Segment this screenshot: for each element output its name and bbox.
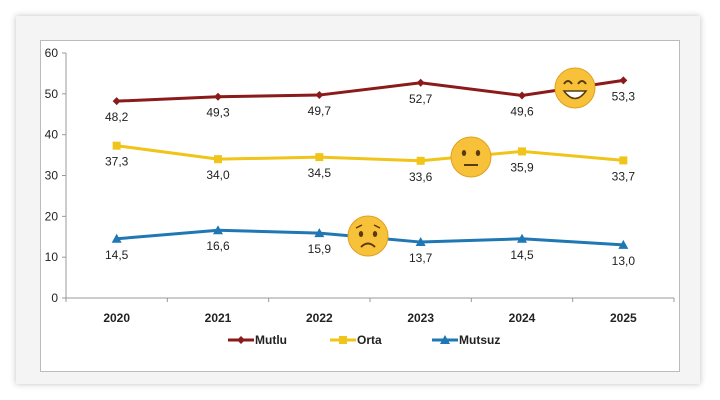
legend-marker: [440, 335, 450, 344]
emoji-eye: [358, 231, 364, 237]
data-point: [214, 155, 222, 164]
data-point: [416, 156, 425, 165]
data-point: [619, 156, 628, 165]
x-tick-label: 2021: [205, 311, 232, 325]
data-label: 33,6: [409, 170, 433, 184]
data-point: [315, 91, 324, 100]
legend-marker: [339, 336, 347, 344]
data-point: [213, 225, 223, 235]
x-tick-label: 2025: [610, 311, 637, 325]
y-tick-label: 30: [45, 169, 59, 183]
y-tick-label: 50: [45, 87, 59, 101]
emoji-eye: [461, 150, 467, 156]
data-point: [618, 239, 629, 249]
data-label: 34,0: [206, 168, 230, 182]
data-point: [518, 147, 526, 156]
data-point: [315, 153, 324, 162]
legend-label: Mutsuz: [459, 333, 500, 347]
legend-label: Mutlu: [255, 333, 287, 347]
emoji-mouth: [562, 90, 588, 100]
y-tick-label: 40: [45, 128, 59, 142]
x-tick-label: 2020: [103, 311, 130, 325]
x-tick-label: 2024: [509, 311, 536, 325]
data-label: 49,6: [510, 104, 534, 118]
data-point: [112, 97, 121, 106]
data-label: 16,6: [206, 239, 230, 253]
series-line: [116, 78, 624, 103]
data-label: 49,3: [206, 106, 230, 120]
data-point: [518, 91, 526, 100]
data-label: 14,5: [105, 248, 129, 262]
y-tick-label: 0: [51, 291, 58, 305]
laughing-face-icon: [554, 67, 596, 109]
emoji-face: [347, 215, 389, 257]
sad-face-icon: [347, 215, 389, 257]
data-label: 15,9: [308, 242, 332, 256]
data-point: [112, 141, 121, 150]
data-point: [517, 233, 527, 243]
data-label: 35,9: [510, 160, 534, 174]
data-label: 13,7: [409, 251, 433, 265]
y-tick-label: 60: [45, 46, 59, 60]
legend-label: Orta: [357, 333, 382, 347]
data-point: [416, 78, 425, 87]
emoji-eye: [372, 231, 378, 237]
legend-item-mutlu: Mutlu: [228, 333, 287, 347]
series-mutlu: [112, 76, 628, 106]
data-point: [619, 76, 628, 85]
series-orta: [112, 141, 628, 165]
emoji-eye: [475, 150, 481, 156]
emoji-face: [554, 67, 596, 109]
data-label: 52,7: [409, 92, 433, 106]
emoji-face: [450, 136, 492, 178]
data-label: 14,5: [510, 248, 534, 262]
neutral-face-icon: [450, 136, 492, 178]
data-label: 48,2: [105, 110, 129, 124]
data-label: 33,7: [612, 169, 636, 183]
data-label: 34,5: [308, 166, 332, 180]
x-tick-label: 2022: [306, 311, 333, 325]
data-point: [214, 92, 222, 101]
emoji-brows: [355, 224, 381, 229]
data-label: 13,0: [612, 254, 636, 268]
y-tick-label: 10: [45, 250, 59, 264]
legend-item-mutsuz: Mutsuz: [432, 333, 500, 347]
data-label: 49,7: [308, 104, 332, 118]
data-point: [415, 237, 426, 247]
data-point: [111, 233, 122, 243]
data-point: [314, 228, 325, 238]
emoji-eyes: [563, 80, 587, 85]
legend-item-orta: Orta: [330, 333, 382, 347]
x-tick-label: 2023: [407, 311, 434, 325]
series-line: [116, 144, 624, 163]
data-label: 37,3: [105, 155, 129, 169]
data-label: 53,3: [612, 89, 636, 103]
y-tick-label: 20: [45, 209, 59, 223]
emoji-mouth: [360, 242, 376, 248]
legend-marker: [237, 336, 245, 344]
